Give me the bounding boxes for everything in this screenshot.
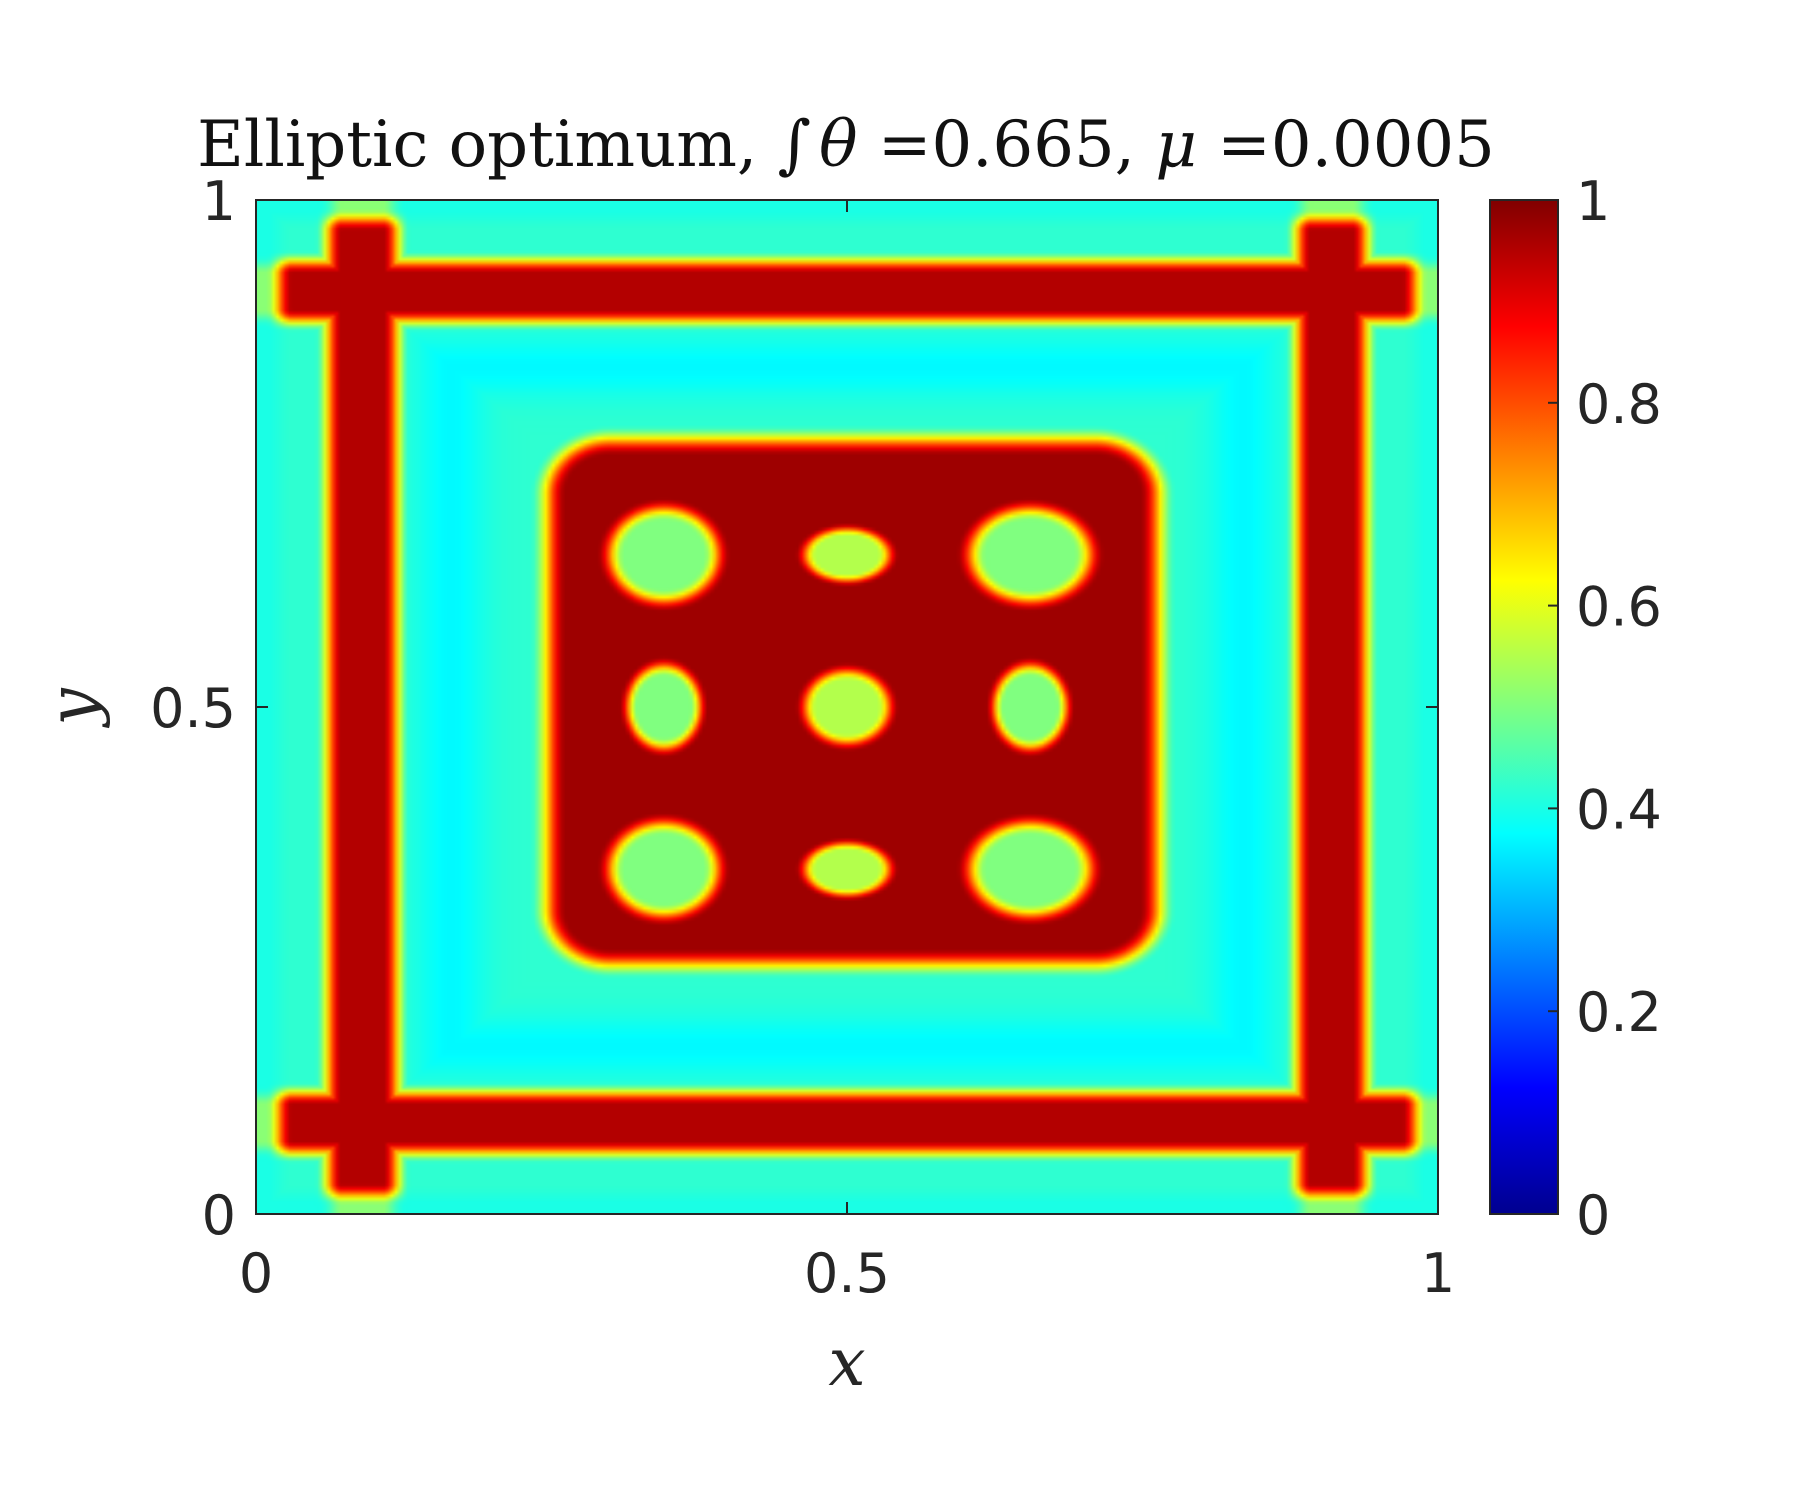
title-mu: μ [1155, 108, 1197, 182]
title-theta: θ [819, 108, 858, 182]
colorbar-tick-label: 0 [1576, 1184, 1610, 1247]
x-axis-ticks: 0 0.5 1 [239, 200, 1455, 1305]
y-tick-label: 1 [202, 170, 236, 233]
y-tick-label: 0 [202, 1184, 236, 1247]
colorbar-tick-label: 0.8 [1576, 373, 1662, 436]
y-axis-label: y [34, 688, 111, 729]
colorbar-tick-label: 0.4 [1576, 778, 1662, 841]
x-tick-label: 0.5 [804, 1242, 890, 1305]
colorbar-tick-label: 0.2 [1576, 981, 1662, 1044]
colorbar-tick-label: 0.6 [1576, 576, 1662, 639]
title-prefix: Elliptic optimum, [197, 108, 777, 182]
title-theta-value: =0.665, [857, 108, 1155, 182]
title-integral: ∫ [778, 108, 811, 182]
y-tick-label: 0.5 [150, 677, 236, 740]
title-mu-value: =0.0005 [1197, 108, 1495, 182]
x-tick-label: 0 [239, 1242, 273, 1305]
chart-title: Elliptic optimum, ∫ θ =0.665, μ =0.0005 [197, 108, 1495, 182]
x-tick-label: 1 [1421, 1242, 1455, 1305]
y-axis-ticks: 00.51 [150, 170, 1438, 1247]
colorbar-tick-label: 1 [1576, 170, 1610, 233]
colorbar [1490, 200, 1558, 1214]
x-axis-label: x [828, 1324, 865, 1401]
colorbar-ticks: 0 0.2 0.4 0.6 0.8 1 [1548, 170, 1662, 1247]
colorbar-frame [1489, 199, 1559, 1215]
heatmap-image [256, 200, 1438, 1214]
